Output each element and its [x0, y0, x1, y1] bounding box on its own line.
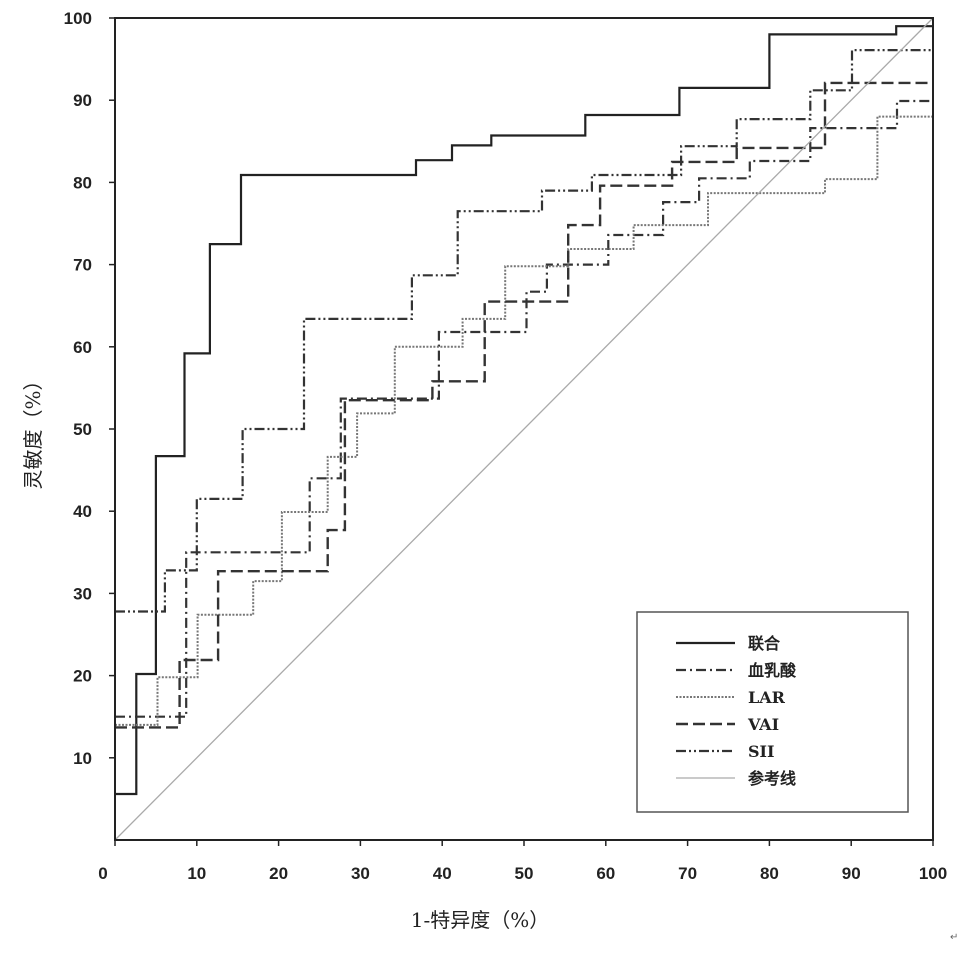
- x-tick-label: 80: [760, 864, 779, 883]
- y-tick-label: 80: [73, 173, 92, 192]
- corner-mark: ↵: [950, 932, 958, 943]
- y-tick-label: 20: [73, 667, 92, 686]
- legend-box: [636, 611, 909, 813]
- x-tick-label: 60: [596, 864, 615, 883]
- series-line-4: [115, 49, 933, 613]
- legend-label-0: 联合: [748, 634, 781, 653]
- x-tick-label: 40: [433, 864, 452, 883]
- x-tick-label: 0: [98, 864, 107, 883]
- x-axis-label: 1-特异度（%）: [411, 908, 550, 932]
- legend-label-3: VAI: [747, 715, 779, 734]
- legend-label-2: LAR: [748, 688, 786, 707]
- legend-label-1: 血乳酸: [748, 661, 797, 680]
- y-tick-label: 50: [73, 420, 92, 439]
- y-tick-label: 30: [73, 584, 92, 603]
- y-tick-label: 10: [73, 749, 92, 768]
- series-line-5: [114, 17, 934, 841]
- y-axis-ticks: 10 20 30 40 50 60 70 80 90 100: [64, 9, 115, 768]
- y-tick-label: 40: [73, 502, 92, 521]
- y-tick-label: 90: [73, 91, 92, 110]
- series-line-2: [115, 115, 933, 726]
- legend-label-5: 参考线: [748, 769, 796, 788]
- x-axis-ticks: 0 10 20 30 40 50 60 70 80 90 100: [98, 840, 947, 883]
- x-tick-label: 70: [678, 864, 697, 883]
- legend-label-4: SII: [748, 742, 775, 761]
- x-tick-label: 30: [351, 864, 370, 883]
- x-tick-label: 90: [842, 864, 861, 883]
- series-lines: [114, 17, 934, 841]
- series-line-3: [115, 81, 933, 729]
- y-tick-label: 100: [64, 9, 92, 28]
- y-tick-label: 70: [73, 256, 92, 275]
- x-tick-label: 20: [269, 864, 288, 883]
- x-tick-label: 10: [187, 864, 206, 883]
- y-tick-label: 60: [73, 338, 92, 357]
- y-axis-label: 灵敏度（%）: [21, 370, 45, 489]
- series-line-1: [115, 99, 933, 718]
- x-tick-label: 100: [919, 864, 947, 883]
- series-line-0: [115, 25, 933, 796]
- x-tick-label: 50: [515, 864, 534, 883]
